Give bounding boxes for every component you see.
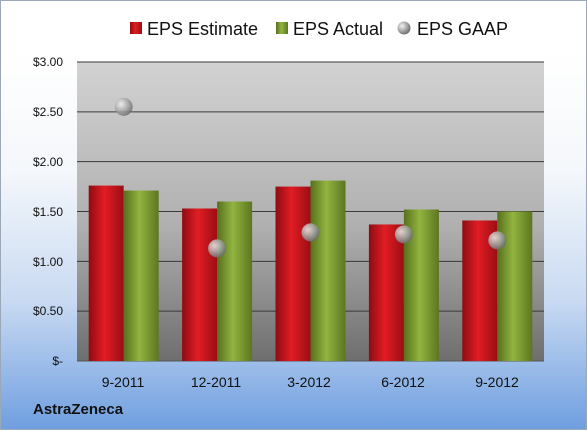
legend-label-eps-actual: EPS Actual <box>293 19 383 39</box>
y-tick-label: $0.50 <box>33 304 63 318</box>
x-tick-label: 6-2012 <box>381 374 425 390</box>
y-tick-label: $2.00 <box>33 155 63 169</box>
bar-eps-estimate <box>368 224 404 361</box>
x-tick-label: 12-2011 <box>191 374 242 390</box>
x-tick-label: 3-2012 <box>287 374 331 390</box>
x-tick-label: 9-2011 <box>102 374 145 390</box>
marker-eps-gaap <box>301 223 320 242</box>
bars <box>88 180 533 361</box>
marker-eps-gaap <box>208 239 227 258</box>
y-tick-label: $3.00 <box>33 55 63 69</box>
y-axis: $3.00 $2.50 $2.00 $1.50 $1.00 $0.50 $- <box>33 55 63 368</box>
bar-eps-estimate <box>275 186 311 361</box>
legend: EPS Estimate EPS Actual EPS GAAP <box>130 19 508 39</box>
marker-eps-gaap <box>394 225 413 244</box>
legend-label-eps-estimate: EPS Estimate <box>147 19 258 39</box>
y-tick-label: $2.50 <box>33 105 63 119</box>
legend-label-eps-gaap: EPS GAAP <box>417 19 508 39</box>
x-axis: 9-2011 12-2011 3-2012 6-2012 9-2012 <box>102 374 519 390</box>
y-tick-label: $- <box>52 354 63 368</box>
gaap-markers <box>114 97 507 258</box>
x-tick-label: 9-2012 <box>475 374 519 390</box>
bar-eps-actual <box>123 190 159 361</box>
y-tick-label: $1.00 <box>33 255 63 269</box>
bar-eps-estimate <box>88 185 124 361</box>
bar-eps-actual <box>310 180 346 361</box>
legend-swatch-eps-actual <box>276 22 288 34</box>
company-name: AstraZeneca <box>33 401 124 418</box>
bar-eps-actual <box>217 201 253 361</box>
legend-swatch-eps-estimate <box>130 22 142 34</box>
legend-marker-eps-gaap <box>397 21 411 35</box>
y-tick-label: $1.50 <box>33 205 63 219</box>
bar-eps-estimate <box>182 208 218 361</box>
marker-eps-gaap <box>114 97 133 116</box>
marker-eps-gaap <box>488 231 507 250</box>
